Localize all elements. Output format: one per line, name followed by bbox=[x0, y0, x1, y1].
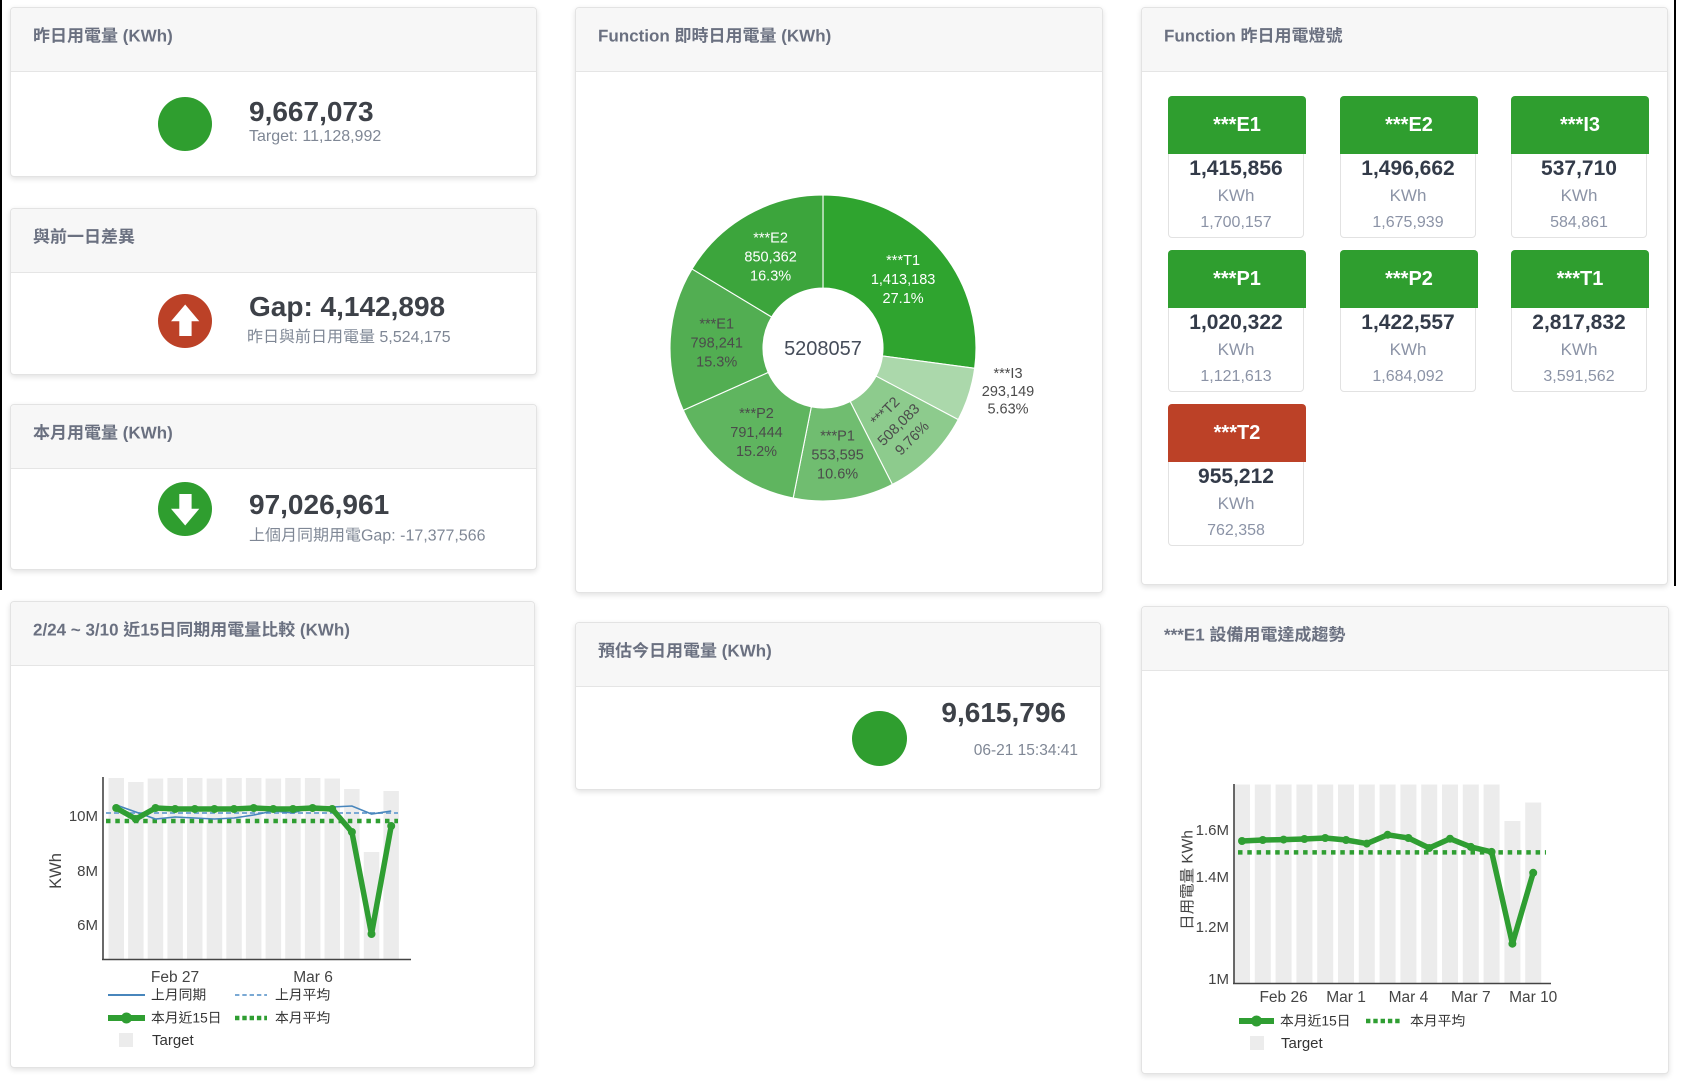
svg-text:KWh: KWh bbox=[47, 853, 65, 889]
svg-text:Mar 1: Mar 1 bbox=[1326, 989, 1366, 1006]
svg-text:Mar 6: Mar 6 bbox=[293, 969, 333, 986]
svg-text:8M: 8M bbox=[77, 863, 98, 880]
svg-text:1M: 1M bbox=[1208, 971, 1229, 988]
svg-text:Target: Target bbox=[1281, 1035, 1324, 1052]
svg-text:10M: 10M bbox=[69, 808, 98, 825]
svg-text:1.4M: 1.4M bbox=[1196, 869, 1229, 886]
svg-text:6M: 6M bbox=[77, 917, 98, 934]
svg-text:Mar 7: Mar 7 bbox=[1451, 989, 1491, 1006]
svg-text:5208057: 5208057 bbox=[784, 338, 862, 360]
svg-text:Mar 4: Mar 4 bbox=[1389, 989, 1429, 1006]
svg-text:1.6M: 1.6M bbox=[1196, 822, 1229, 839]
svg-text:Feb 27: Feb 27 bbox=[151, 969, 199, 986]
svg-text:Mar 10: Mar 10 bbox=[1509, 989, 1558, 1006]
svg-text:1.2M: 1.2M bbox=[1196, 919, 1229, 936]
svg-text:Target: Target bbox=[152, 1032, 195, 1049]
svg-text:Feb 26: Feb 26 bbox=[1259, 989, 1307, 1006]
